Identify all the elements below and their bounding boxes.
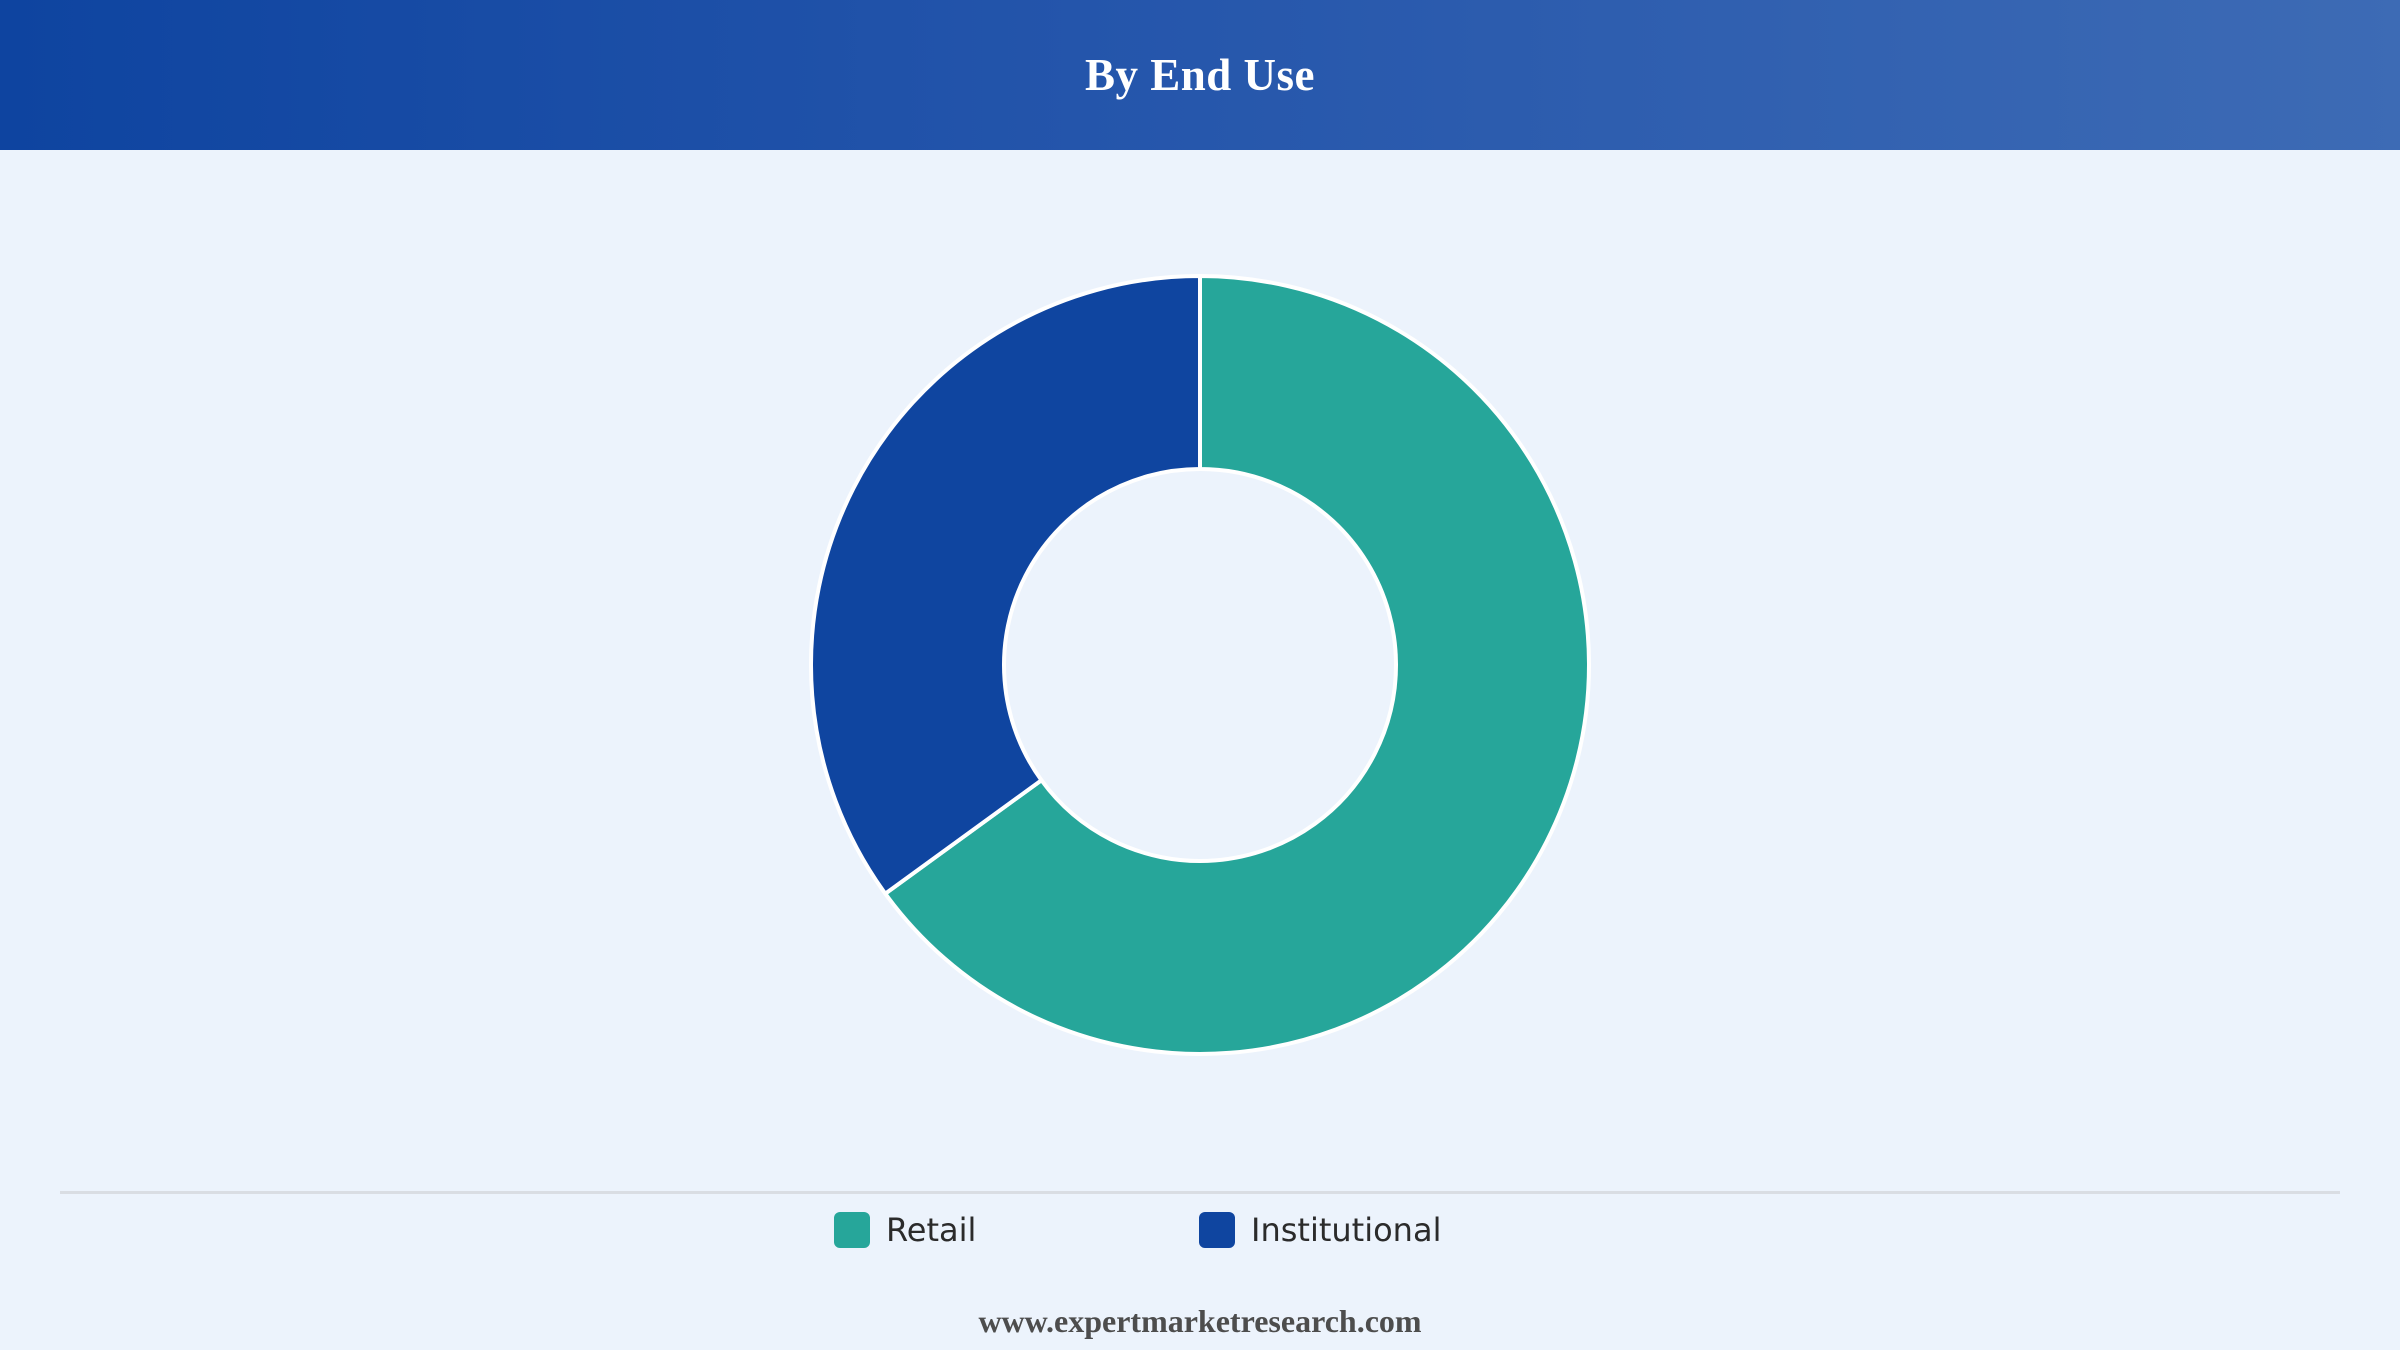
- chart-header: By End Use: [0, 0, 2400, 150]
- legend-swatch-institutional: [1199, 1211, 1235, 1248]
- chart-title: By End Use: [1084, 50, 1316, 100]
- legend-divider: [60, 1191, 2340, 1194]
- donut-slice-retail[interactable]: [883, 274, 1591, 1056]
- donut-slice-institutional[interactable]: [809, 274, 1202, 896]
- chart-legend: Retail Institutional: [0, 1207, 2400, 1252]
- legend-item-institutional[interactable]: Institutional: [1199, 1207, 1441, 1252]
- legend-label-institutional: Institutional: [1251, 1210, 1442, 1249]
- legend-label-retail: Retail: [886, 1210, 977, 1249]
- source-footer: www.expertmarketresearch.com: [0, 1298, 2400, 1344]
- source-url[interactable]: www.expertmarketresearch.com: [978, 1302, 1422, 1339]
- donut-chart-svg: [809, 274, 1591, 1056]
- legend-swatch-retail: [834, 1211, 870, 1248]
- legend-item-retail[interactable]: Retail: [834, 1207, 976, 1252]
- donut-chart: [0, 150, 2400, 1190]
